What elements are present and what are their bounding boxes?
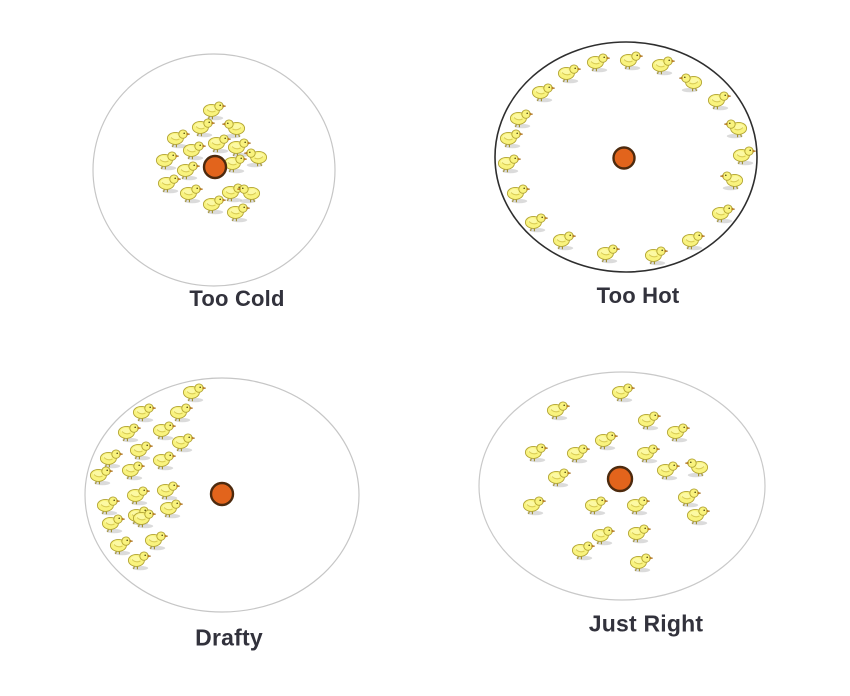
chick-icon (226, 203, 251, 223)
chick-icon (101, 514, 126, 534)
chick-icon (127, 551, 152, 571)
chick-icon (732, 146, 757, 166)
panel-label-too-hot: Too Hot (596, 283, 680, 308)
chick-icon (611, 383, 636, 403)
chick-icon (157, 174, 182, 194)
chick-icon (202, 101, 227, 121)
chick-icon (144, 531, 169, 551)
chick-icon (629, 553, 654, 573)
chick-icon (176, 161, 201, 181)
chick-icon (596, 244, 621, 264)
chick-icon (723, 119, 748, 139)
chick-icon (546, 401, 571, 421)
chick-icon (236, 184, 261, 204)
chick-icon (155, 151, 180, 171)
chick-icon (656, 461, 681, 481)
chick-icon (509, 109, 534, 129)
chick-icon (637, 411, 662, 431)
chick-icon (684, 458, 709, 478)
chick-group-drafty (89, 383, 207, 571)
panel-label-too-cold: Too Cold (189, 286, 285, 311)
chick-icon (552, 231, 577, 251)
chick-icon (191, 118, 216, 138)
chick-icon (711, 204, 736, 224)
chick-icon (619, 51, 644, 71)
chick-icon (159, 499, 184, 519)
chick-icon (594, 431, 619, 451)
chick-icon (524, 443, 549, 463)
chick-icon (89, 466, 114, 486)
chick-icon (99, 449, 124, 469)
chick-icon (182, 141, 207, 161)
chick-icon (121, 461, 146, 481)
chick-icon (571, 541, 596, 561)
chick-icon (651, 56, 676, 76)
chick-icon (506, 184, 531, 204)
chick-group-just-right (522, 383, 711, 573)
chick-icon (169, 403, 194, 423)
chick-icon (531, 83, 556, 103)
chick-icon (497, 154, 522, 174)
chick-icon (678, 73, 703, 93)
chick-icon (666, 423, 691, 443)
chick-icon (557, 64, 582, 84)
chick-icon (524, 213, 549, 233)
chick-icon (243, 148, 268, 168)
chick-icon (132, 509, 157, 529)
chick-icon (202, 195, 227, 215)
chick-icon (547, 468, 572, 488)
chick-icon (129, 441, 154, 461)
chick-icon (591, 526, 616, 546)
heat-lamp-icon-too-hot (612, 146, 636, 170)
chick-icon (584, 496, 609, 516)
chick-icon (227, 138, 252, 158)
chick-icon (117, 423, 142, 443)
heat-lamp-icon-just-right (606, 465, 634, 493)
chick-icon (182, 383, 207, 403)
chick-group-too-cold (155, 101, 268, 223)
chick-icon (707, 91, 732, 111)
chick-icon (132, 403, 157, 423)
chick-icon (152, 421, 177, 441)
chick-icon (681, 231, 706, 251)
chick-icon (223, 154, 248, 174)
chick-icon (566, 444, 591, 464)
chick-icon (156, 481, 181, 501)
chick-icon (126, 486, 151, 506)
chick-icon (152, 451, 177, 471)
chick-icon (636, 444, 661, 464)
chick-icon (221, 119, 246, 139)
chick-icon (499, 129, 524, 149)
heat-lamp-icon-too-cold (202, 154, 228, 180)
heat-lamp-icon-drafty (209, 481, 235, 507)
chick-icon (686, 506, 711, 526)
chick-icon (171, 433, 196, 453)
panel-label-just-right: Just Right (588, 610, 704, 637)
chick-icon (644, 246, 669, 266)
chick-icon (96, 496, 121, 516)
chick-icon (522, 496, 547, 516)
chick-icon (626, 496, 651, 516)
panel-label-drafty: Drafty (195, 624, 263, 651)
chick-icon (109, 536, 134, 556)
chick-icon (677, 488, 702, 508)
chick-icon (166, 129, 191, 149)
chick-icon (627, 524, 652, 544)
chick-icon (719, 171, 744, 191)
chick-icon (207, 134, 232, 154)
chick-group-too-hot (497, 51, 757, 266)
chick-icon (586, 53, 611, 73)
chick-icon (179, 184, 204, 204)
